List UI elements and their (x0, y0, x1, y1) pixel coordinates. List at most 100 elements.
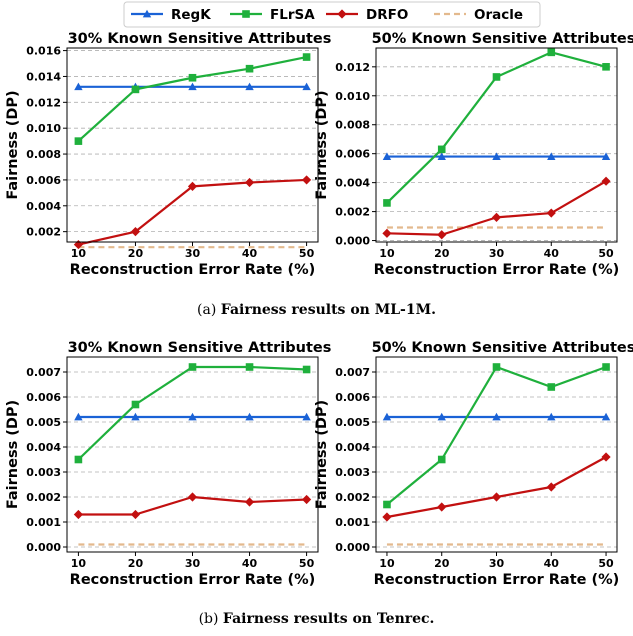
data-point (547, 48, 556, 57)
data-point (73, 509, 84, 520)
data-point (302, 365, 311, 374)
data-point (245, 363, 254, 371)
chart-title: 30% Known Sensitive Attributes (68, 31, 332, 47)
legend-entry-regk: RegK (131, 7, 211, 23)
series-flrsa (383, 363, 610, 509)
data-point (492, 152, 501, 160)
data-point (601, 452, 611, 462)
x-axis-label: Reconstruction Error Rate (%) (70, 262, 316, 278)
series-line (386, 456, 607, 519)
data-point (437, 230, 447, 240)
y-tick-label: 0.000 (335, 235, 370, 248)
y-tick-label: 0.006 (26, 391, 61, 404)
caption-b-label: (b) (198, 611, 219, 627)
x-axis-label: Reconstruction Error Rate (%) (70, 572, 316, 588)
y-axis-label: Fairness (DP) (314, 400, 330, 509)
plot-frame (66, 47, 319, 243)
y-axis-label: Fairness (DP) (5, 90, 21, 199)
data-point (187, 492, 198, 502)
data-point (130, 509, 141, 520)
y-tick-label: 0.006 (335, 148, 370, 161)
data-point (601, 176, 611, 186)
plot-frame (66, 356, 319, 553)
y-tick-label: 0.005 (335, 416, 370, 429)
chart-panel-4: 50% Known Sensitive Attributes 0.000 0.001… (314, 340, 633, 588)
y-tick-label: 0.000 (335, 541, 370, 554)
series-regk (382, 412, 611, 421)
x-tick-label: 40 (544, 557, 560, 570)
x-tick-label: 30 (185, 247, 201, 260)
x-tick-label: 20 (434, 247, 450, 260)
data-point (131, 85, 140, 94)
series-line (386, 365, 607, 506)
series-drfo (382, 176, 611, 240)
series-drfo (73, 175, 312, 250)
y-tick-label: 0.005 (26, 416, 61, 429)
data-point (383, 199, 391, 207)
series-regk (382, 152, 611, 160)
y-tick-label: 0.012 (335, 61, 370, 74)
x-tick-label: 10 (71, 557, 87, 570)
data-point (547, 412, 556, 421)
data-point (602, 63, 610, 71)
legend: RegK FLrSA DRFO Oracle (123, 1, 541, 28)
y-tick-label: 0.010 (26, 122, 61, 135)
data-point (546, 208, 556, 218)
data-point (382, 228, 392, 238)
data-point (130, 227, 141, 237)
data-point (492, 412, 501, 421)
chart-panel-1: 30% Known Sensitive Attributes 0.002 0.004… (5, 31, 331, 278)
y-tick-label: 0.003 (335, 466, 370, 479)
legend-marker (242, 10, 250, 18)
legend-label: FLrSA (270, 7, 315, 23)
data-point (131, 412, 140, 421)
data-point (188, 82, 197, 91)
y-tick-label: 0.001 (26, 516, 61, 529)
data-point (382, 412, 392, 421)
data-point (245, 412, 254, 421)
plot-frame (375, 356, 618, 553)
data-point (74, 455, 83, 464)
data-point (491, 212, 502, 222)
series-flrsa (74, 53, 311, 145)
x-tick-label: 10 (379, 247, 395, 260)
x-tick-label: 50 (299, 557, 315, 570)
data-point (382, 152, 392, 160)
plot-frame (375, 47, 618, 243)
x-tick-label: 50 (598, 557, 614, 570)
x-tick-label: 30 (489, 557, 505, 570)
y-tick-label: 0.014 (26, 70, 61, 83)
chart-panel-2: 50% Known Sensitive Attributes 0.000 0.002… (314, 31, 633, 278)
data-point (245, 64, 254, 73)
x-tick-label: 50 (598, 247, 614, 260)
legend-entry-drfo: DRFO (326, 7, 408, 23)
data-point (437, 412, 446, 421)
caption-b: (b) Fairness results on Tenrec. (0, 611, 633, 627)
x-axis-label: Reconstruction Error Rate (%) (374, 572, 620, 588)
x-tick-label: 20 (128, 247, 144, 260)
data-point (301, 175, 312, 185)
y-tick-label: 0.008 (26, 148, 61, 161)
data-point (188, 363, 197, 371)
x-tick-label: 40 (242, 247, 258, 260)
data-point (492, 363, 501, 371)
y-tick-label: 0.004 (26, 441, 61, 454)
x-tick-label: 30 (489, 247, 505, 260)
chart-title: 50% Known Sensitive Attributes (372, 31, 633, 47)
x-tick-label: 40 (544, 247, 560, 260)
y-tick-label: 0.007 (26, 366, 61, 379)
data-point (601, 152, 611, 160)
y-tick-label: 0.002 (335, 491, 370, 504)
series-flrsa (74, 363, 311, 464)
y-tick-label: 0.006 (26, 174, 61, 187)
series-regk (74, 82, 311, 91)
chart-title: 50% Known Sensitive Attributes (372, 340, 633, 356)
y-tick-label: 0.004 (335, 441, 370, 454)
data-point (546, 482, 556, 492)
y-tick-label: 0.003 (26, 466, 61, 479)
legend-label: Oracle (474, 7, 523, 23)
data-point (245, 82, 254, 91)
x-axis-label: Reconstruction Error Rate (%) (374, 262, 620, 278)
series-drfo (382, 452, 611, 522)
